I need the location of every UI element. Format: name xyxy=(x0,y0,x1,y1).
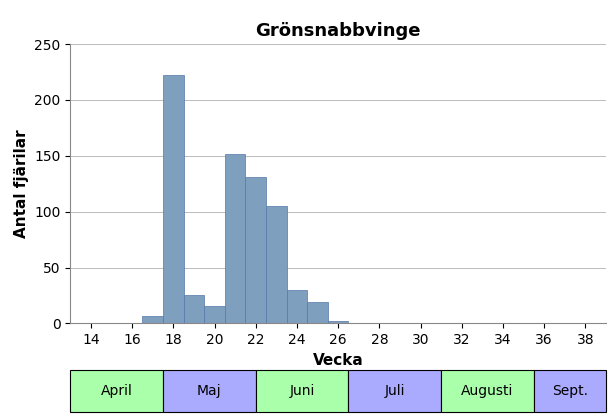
Title: Grönsnabbvinge: Grönsnabbvinge xyxy=(255,22,421,40)
Bar xyxy=(286,290,307,323)
Bar xyxy=(441,370,534,412)
Bar xyxy=(70,370,163,412)
X-axis label: Vecka: Vecka xyxy=(313,353,364,368)
Bar xyxy=(348,370,441,412)
Bar xyxy=(328,321,348,323)
Y-axis label: Antal fjärilar: Antal fjärilar xyxy=(13,129,29,238)
Bar xyxy=(184,296,204,323)
Text: Juli: Juli xyxy=(384,383,405,398)
Text: Juni: Juni xyxy=(289,383,315,398)
Bar xyxy=(266,206,286,323)
Bar xyxy=(225,154,245,323)
Bar xyxy=(163,370,256,412)
Text: Sept.: Sept. xyxy=(552,383,588,398)
Text: Augusti: Augusti xyxy=(461,383,513,398)
Bar xyxy=(534,370,606,412)
Bar xyxy=(245,177,266,323)
Bar xyxy=(143,315,163,323)
Bar xyxy=(163,75,184,323)
Bar xyxy=(256,370,348,412)
Text: April: April xyxy=(101,383,133,398)
Text: Maj: Maj xyxy=(197,383,222,398)
Bar xyxy=(307,302,328,323)
Bar xyxy=(204,305,225,323)
